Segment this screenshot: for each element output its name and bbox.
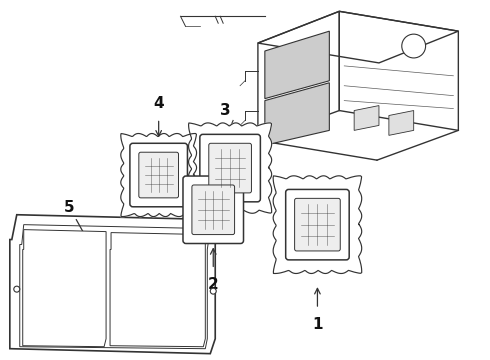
- Polygon shape: [189, 123, 271, 213]
- Text: 4: 4: [153, 95, 164, 111]
- Polygon shape: [23, 230, 106, 347]
- Polygon shape: [265, 83, 329, 145]
- FancyBboxPatch shape: [286, 189, 349, 260]
- FancyBboxPatch shape: [130, 143, 188, 207]
- Polygon shape: [121, 134, 196, 217]
- FancyBboxPatch shape: [192, 185, 235, 235]
- Polygon shape: [273, 176, 362, 274]
- Polygon shape: [354, 105, 379, 130]
- FancyBboxPatch shape: [183, 176, 244, 243]
- Text: 3: 3: [220, 103, 230, 118]
- FancyBboxPatch shape: [139, 152, 178, 198]
- Circle shape: [402, 34, 426, 58]
- FancyBboxPatch shape: [209, 143, 251, 193]
- Polygon shape: [110, 233, 205, 347]
- Text: 1: 1: [312, 317, 323, 332]
- Polygon shape: [389, 111, 414, 135]
- FancyBboxPatch shape: [200, 134, 260, 202]
- Circle shape: [14, 286, 20, 292]
- Polygon shape: [265, 31, 329, 99]
- Text: 5: 5: [64, 200, 74, 215]
- Text: 2: 2: [208, 277, 219, 292]
- Circle shape: [210, 288, 216, 294]
- FancyBboxPatch shape: [294, 198, 340, 251]
